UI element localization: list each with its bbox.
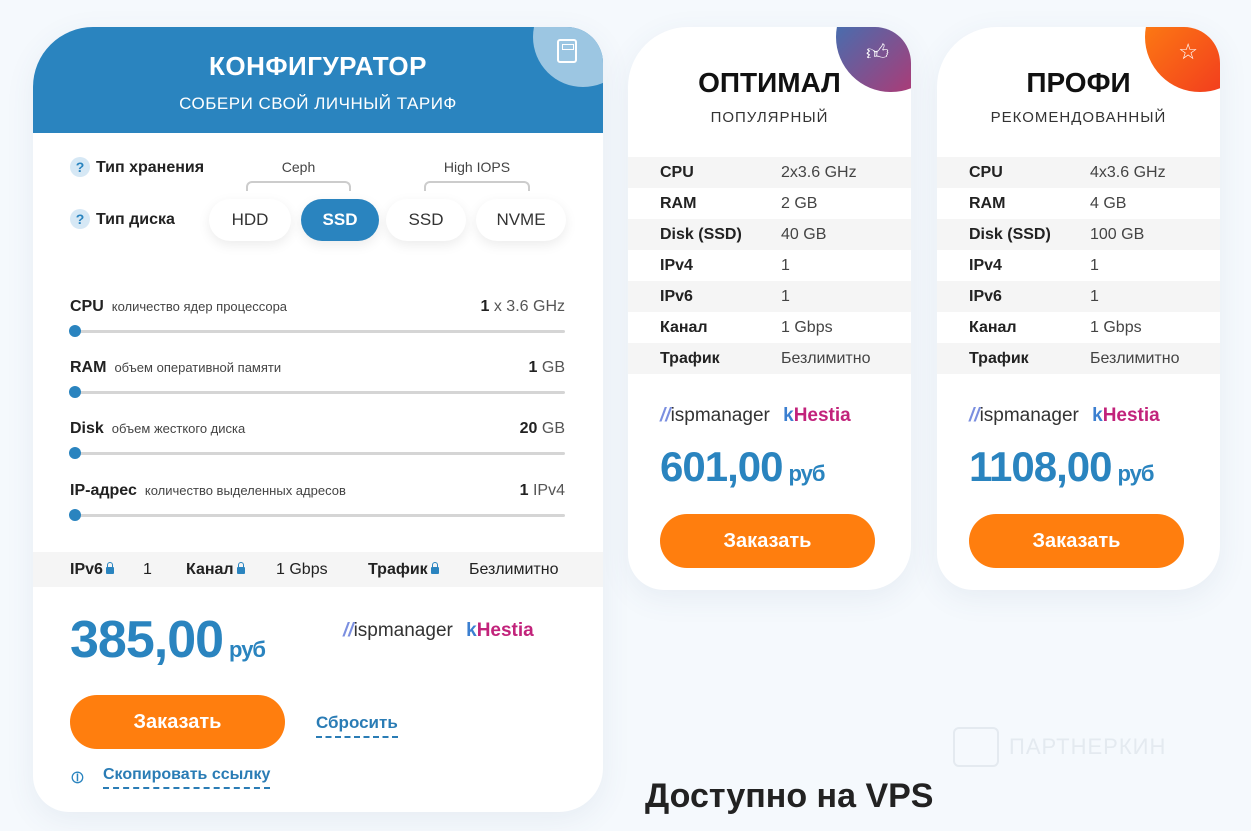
group-bracket — [424, 181, 530, 191]
order-button[interactable]: Заказать — [969, 514, 1184, 568]
plan-card-profi: ☆ ПРОФИ РЕКОМЕНДОВАННЫЙ CPU 4x3.6 GHz RAM… — [937, 27, 1220, 590]
watermark-logo-icon — [953, 727, 999, 767]
traffic-value: Безлимитно — [469, 561, 559, 578]
watermark: ПАРТНЕРКИН — [953, 727, 1166, 767]
spec-row: Канал 1 Gbps — [969, 319, 1142, 336]
plan-title: ПРОФИ — [1026, 67, 1131, 98]
disk-type-label: ? Тип диска — [70, 209, 175, 229]
panel-logos: //ispmanager kHestia — [660, 405, 851, 426]
footer-heading: Доступно на VPS — [645, 777, 934, 815]
spec-row: CPU 4x3.6 GHz — [937, 157, 1220, 188]
slider-value: 1 GB — [528, 359, 565, 376]
help-icon[interactable]: ? — [70, 209, 90, 229]
spec-row: CPU 2x3.6 GHz — [628, 157, 911, 188]
spec-row: IPv4 1 — [969, 257, 1099, 274]
storage-type-label: ? Тип хранения — [70, 157, 204, 177]
slider-handle[interactable] — [69, 509, 81, 521]
lock-icon — [236, 562, 245, 574]
order-button[interactable]: Заказать — [660, 514, 875, 568]
spec-row: Трафик Безлимитно — [937, 343, 1220, 374]
spec-row: RAM 2 GB — [660, 195, 818, 212]
configurator-subtitle: СОБЕРИ СВОЙ ЛИЧНЫЙ ТАРИФ — [179, 94, 457, 113]
plan-card-optimal: 👍︎ ОПТИМАЛ ПОПУЛЯРНЫЙ CPU 2x3.6 GHz RAM 2 … — [628, 27, 911, 590]
cpu-slider[interactable]: CPU количество ядер процессора 1 x 3.6 GHz — [69, 298, 566, 337]
order-button[interactable]: Заказать — [70, 695, 285, 749]
slider-handle[interactable] — [69, 325, 81, 337]
spec-row: IPv6 1 — [628, 281, 911, 312]
label-text: Тип хранения — [96, 159, 205, 176]
watermark-text: ПАРТНЕРКИН — [1009, 734, 1167, 759]
ipv6-value: 1 — [143, 561, 152, 578]
slider-handle[interactable] — [69, 447, 81, 459]
slider-track[interactable] — [70, 514, 565, 517]
slider-desc: количество ядер процессора — [111, 299, 288, 314]
copy-link[interactable]: Скопировать ссылку — [103, 766, 271, 789]
spec-table: CPU 4x3.6 GHz RAM 4 GB Disk (SSD) 100 GB IP… — [937, 157, 1220, 374]
ipv6-label: IPv6 — [70, 552, 114, 587]
star-icon: ☆ — [1178, 39, 1198, 64]
reset-link[interactable]: Сбросить — [316, 713, 398, 738]
plan-price: 601,00 руб — [660, 443, 825, 490]
spec-row: Disk (SSD) 100 GB — [937, 219, 1220, 250]
plan-tag: РЕКОМЕНДОВАННЫЙ — [990, 109, 1167, 126]
label-text: Тип диска — [96, 211, 175, 228]
group-ceph: Ceph — [281, 159, 316, 175]
spec-row: IPv4 1 — [660, 257, 790, 274]
help-icon[interactable]: ? — [70, 157, 90, 177]
spec-row: Disk (SSD) 40 GB — [628, 219, 911, 250]
lock-icon — [105, 562, 114, 574]
group-high-iops: High IOPS — [443, 159, 511, 175]
traffic-label: Трафик — [368, 552, 439, 587]
channel-value: 1 Gbps — [276, 561, 328, 578]
slider-desc: объем оперативной памяти — [114, 360, 282, 375]
disk-option-ssd-ceph[interactable]: SSD — [301, 199, 379, 241]
slider-track[interactable] — [70, 391, 565, 394]
slider-value: 20 GB — [519, 420, 565, 437]
spec-row: Канал 1 Gbps — [660, 319, 833, 336]
lock-icon — [430, 562, 439, 574]
configurator-card: КОНФИГУРАТОР СОБЕРИ СВОЙ ЛИЧНЫЙ ТАРИФ ? Т… — [33, 27, 603, 812]
slider-title: IP-адрес — [70, 482, 137, 499]
spec-row: Трафик Безлимитно — [628, 343, 911, 374]
ip-slider[interactable]: IP-адрес количество выделенных адресов 1 I… — [69, 482, 565, 521]
plan-price: 1108,00 руб — [969, 443, 1154, 490]
channel-label: Канал — [186, 552, 245, 587]
spec-table: CPU 2x3.6 GHz RAM 2 GB Disk (SSD) 40 GB IPv… — [628, 157, 911, 374]
ram-slider[interactable]: RAM объем оперативной памяти 1 GB — [69, 359, 565, 398]
disk-option-hdd[interactable]: HDD — [209, 199, 291, 241]
slider-desc: объем жесткого диска — [111, 421, 246, 436]
slider-desc: количество выделенных адресов — [144, 483, 346, 498]
plan-tag: ПОПУЛЯРНЫЙ — [710, 109, 829, 126]
slider-handle[interactable] — [69, 386, 81, 398]
slider-value: 1 x 3.6 GHz — [480, 298, 566, 315]
slider-title: Disk — [70, 420, 104, 437]
configurator-title: КОНФИГУРАТОР — [209, 51, 427, 81]
slider-title: CPU — [70, 298, 104, 315]
fixed-params: IPv6 1 Канал 1 Gbps Трафик Безлимитно — [33, 552, 603, 587]
slider-value: 1 IPv4 — [519, 482, 565, 499]
disk-option-nvme[interactable]: NVME — [476, 199, 566, 241]
slider-track[interactable] — [70, 452, 565, 455]
disk-option-ssd-highiops[interactable]: SSD — [386, 199, 466, 241]
configurator-header: КОНФИГУРАТОР СОБЕРИ СВОЙ ЛИЧНЫЙ ТАРИФ — [33, 27, 603, 133]
paperclip-icon: ⊘ — [64, 764, 90, 790]
panel-logos: //ispmanager kHestia — [969, 405, 1160, 426]
panel-logos: //ispmanager kHestia — [343, 620, 534, 641]
slider-track[interactable] — [70, 330, 565, 333]
plan-title: ОПТИМАЛ — [698, 67, 841, 98]
disk-slider[interactable]: Disk объем жесткого диска 20 GB — [69, 420, 565, 459]
spec-row: IPv6 1 — [937, 281, 1220, 312]
spec-row: RAM 4 GB — [969, 195, 1127, 212]
calculator-icon — [557, 39, 577, 63]
slider-title: RAM — [70, 359, 107, 376]
group-bracket — [246, 181, 351, 191]
thumbs-up-icon: 👍︎ — [866, 40, 889, 65]
configurator-price: 385,00 руб — [70, 611, 266, 669]
